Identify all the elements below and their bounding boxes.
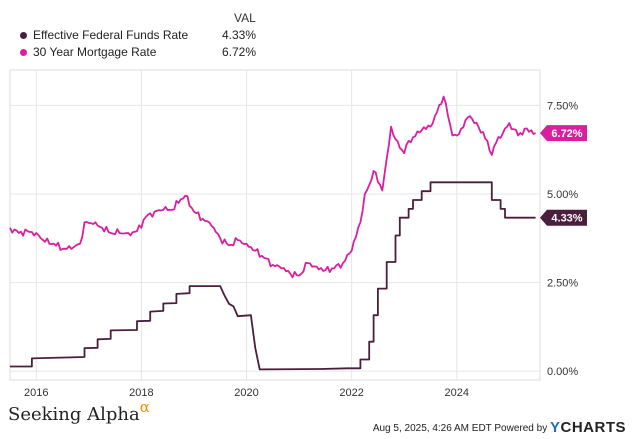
legend-item-label: Effective Federal Funds Rate xyxy=(33,28,189,42)
ycharts-text: CHARTS xyxy=(560,419,626,436)
legend: VAL Effective Federal Funds Rate 4.33% 3… xyxy=(0,0,320,66)
end-value-tag: 6.72% xyxy=(540,125,587,142)
plot-area xyxy=(9,69,541,381)
timestamp: Aug 5, 2025, 4:26 AM EDT Powered by xyxy=(372,423,548,434)
end-value-badge xyxy=(540,125,587,142)
end-value-tag: 4.33% xyxy=(540,209,587,226)
legend-item-fed-funds[interactable]: Effective Federal Funds Rate 4.33% xyxy=(0,28,320,44)
x-tick-label: 2016 xyxy=(24,387,48,399)
brand-name: Seeking Alpha xyxy=(8,404,140,425)
legend-header: VAL xyxy=(234,11,256,25)
series-line xyxy=(10,181,536,371)
legend-item-label: 30 Year Mortgage Rate xyxy=(33,45,157,59)
series-dot-icon xyxy=(20,32,27,39)
end-value-badge xyxy=(540,209,587,226)
chart-canvas: 0.00% 2.50% 5.00% 7.50% 2016 2018 2020 2022 2024… xyxy=(9,69,587,399)
x-tick-label: 2018 xyxy=(129,387,153,399)
series-line xyxy=(9,95,536,279)
legend-item-value: 6.72% xyxy=(221,45,256,59)
alpha-icon: α xyxy=(139,398,150,416)
ycharts-y: Y xyxy=(549,419,561,436)
seeking-alpha-logo: Seeking Alphaα xyxy=(8,398,150,425)
series-dot-icon xyxy=(20,49,27,56)
legend-item-value: 4.33% xyxy=(221,28,256,42)
ycharts-logo: YCHARTS xyxy=(550,419,626,436)
x-tick-label: 2024 xyxy=(445,387,469,399)
end-value-label: 4.33% xyxy=(551,213,582,225)
end-value-label: 6.72% xyxy=(551,128,582,140)
x-tick-label: 2022 xyxy=(339,387,363,399)
footer-attribution: Aug 5, 2025, 4:26 AM EDT Powered by YCHA… xyxy=(372,418,626,436)
x-tick-label: 2020 xyxy=(234,387,258,399)
legend-item-mortgage[interactable]: 30 Year Mortgage Rate 6.72% xyxy=(0,45,320,61)
y-tick-label: 2.50% xyxy=(547,278,578,290)
y-tick-label: 5.00% xyxy=(547,189,578,201)
y-tick-label: 7.50% xyxy=(547,100,578,112)
y-tick-label: 0.00% xyxy=(547,366,578,378)
